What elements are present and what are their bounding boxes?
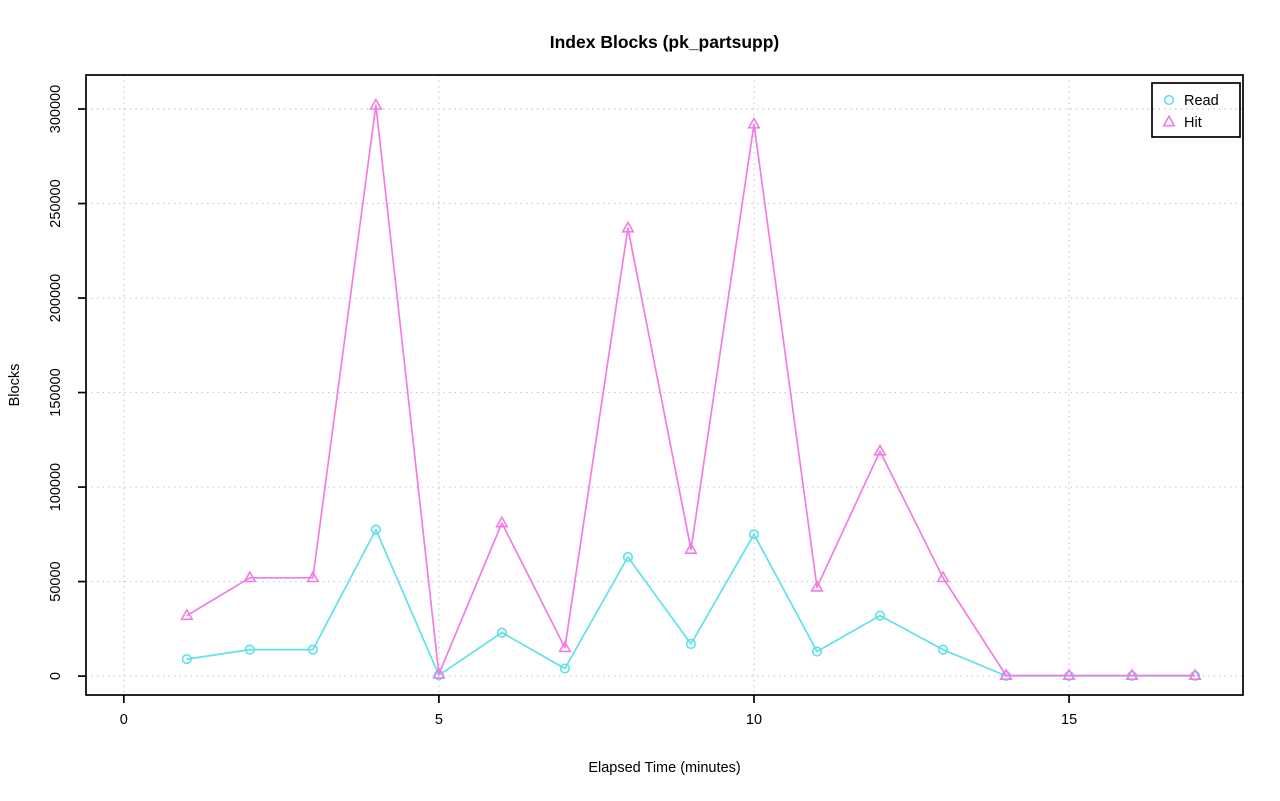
y-tick-label: 150000 (48, 368, 64, 416)
read-point (496, 627, 508, 638)
read-point (244, 644, 255, 655)
hit-point (180, 608, 194, 621)
x-tick-label: 5 (435, 712, 443, 728)
hit-point (306, 570, 320, 583)
read-line (186, 528, 1196, 677)
hit-point (999, 668, 1013, 681)
hit-point (243, 570, 257, 583)
x-tick-label: 10 (746, 712, 762, 728)
y-axis-label: Blocks (7, 364, 23, 407)
hit-point (810, 579, 824, 592)
legend-marker-hit (1162, 114, 1176, 127)
legend-marker-read (1163, 94, 1175, 106)
x-tick-label: 15 (1061, 712, 1077, 728)
hit-point (369, 97, 383, 110)
read-point (307, 644, 318, 655)
y-tick-label: 300000 (48, 85, 64, 133)
x-axis-label: Elapsed Time (minutes) (588, 760, 740, 776)
hit-line (186, 104, 1196, 677)
read-point (685, 638, 697, 650)
y-tick-label: 100000 (48, 463, 64, 511)
read-point (811, 646, 823, 657)
y-tick-label: 250000 (48, 179, 64, 227)
hit-point (684, 542, 698, 554)
read-point (874, 610, 886, 621)
legend-item-label: Read (1184, 93, 1219, 109)
read-point (622, 551, 634, 563)
hit-point (1188, 668, 1202, 681)
hit-point (558, 640, 572, 653)
read-point (559, 663, 571, 674)
hit-point (621, 220, 635, 233)
plot-border (85, 74, 1244, 696)
hit-point (432, 666, 446, 679)
read-point (937, 644, 949, 655)
read-point (748, 529, 760, 540)
y-tick-label: 50000 (48, 561, 64, 601)
chart-title: Index Blocks (pk_partsupp) (550, 32, 780, 52)
legend-item-label: Hit (1184, 115, 1202, 131)
hit-point (936, 570, 950, 583)
hit-point (747, 116, 761, 129)
hit-point (1125, 668, 1139, 681)
hit-point (1062, 668, 1076, 681)
hit-point (873, 443, 887, 456)
hit-point (495, 515, 509, 528)
read-point (370, 524, 381, 535)
x-tick-label: 0 (120, 712, 128, 728)
legend-box (1151, 82, 1241, 138)
read-point (181, 653, 192, 665)
y-tick-label: 200000 (48, 274, 64, 322)
y-tick-label: 0 (48, 672, 64, 680)
